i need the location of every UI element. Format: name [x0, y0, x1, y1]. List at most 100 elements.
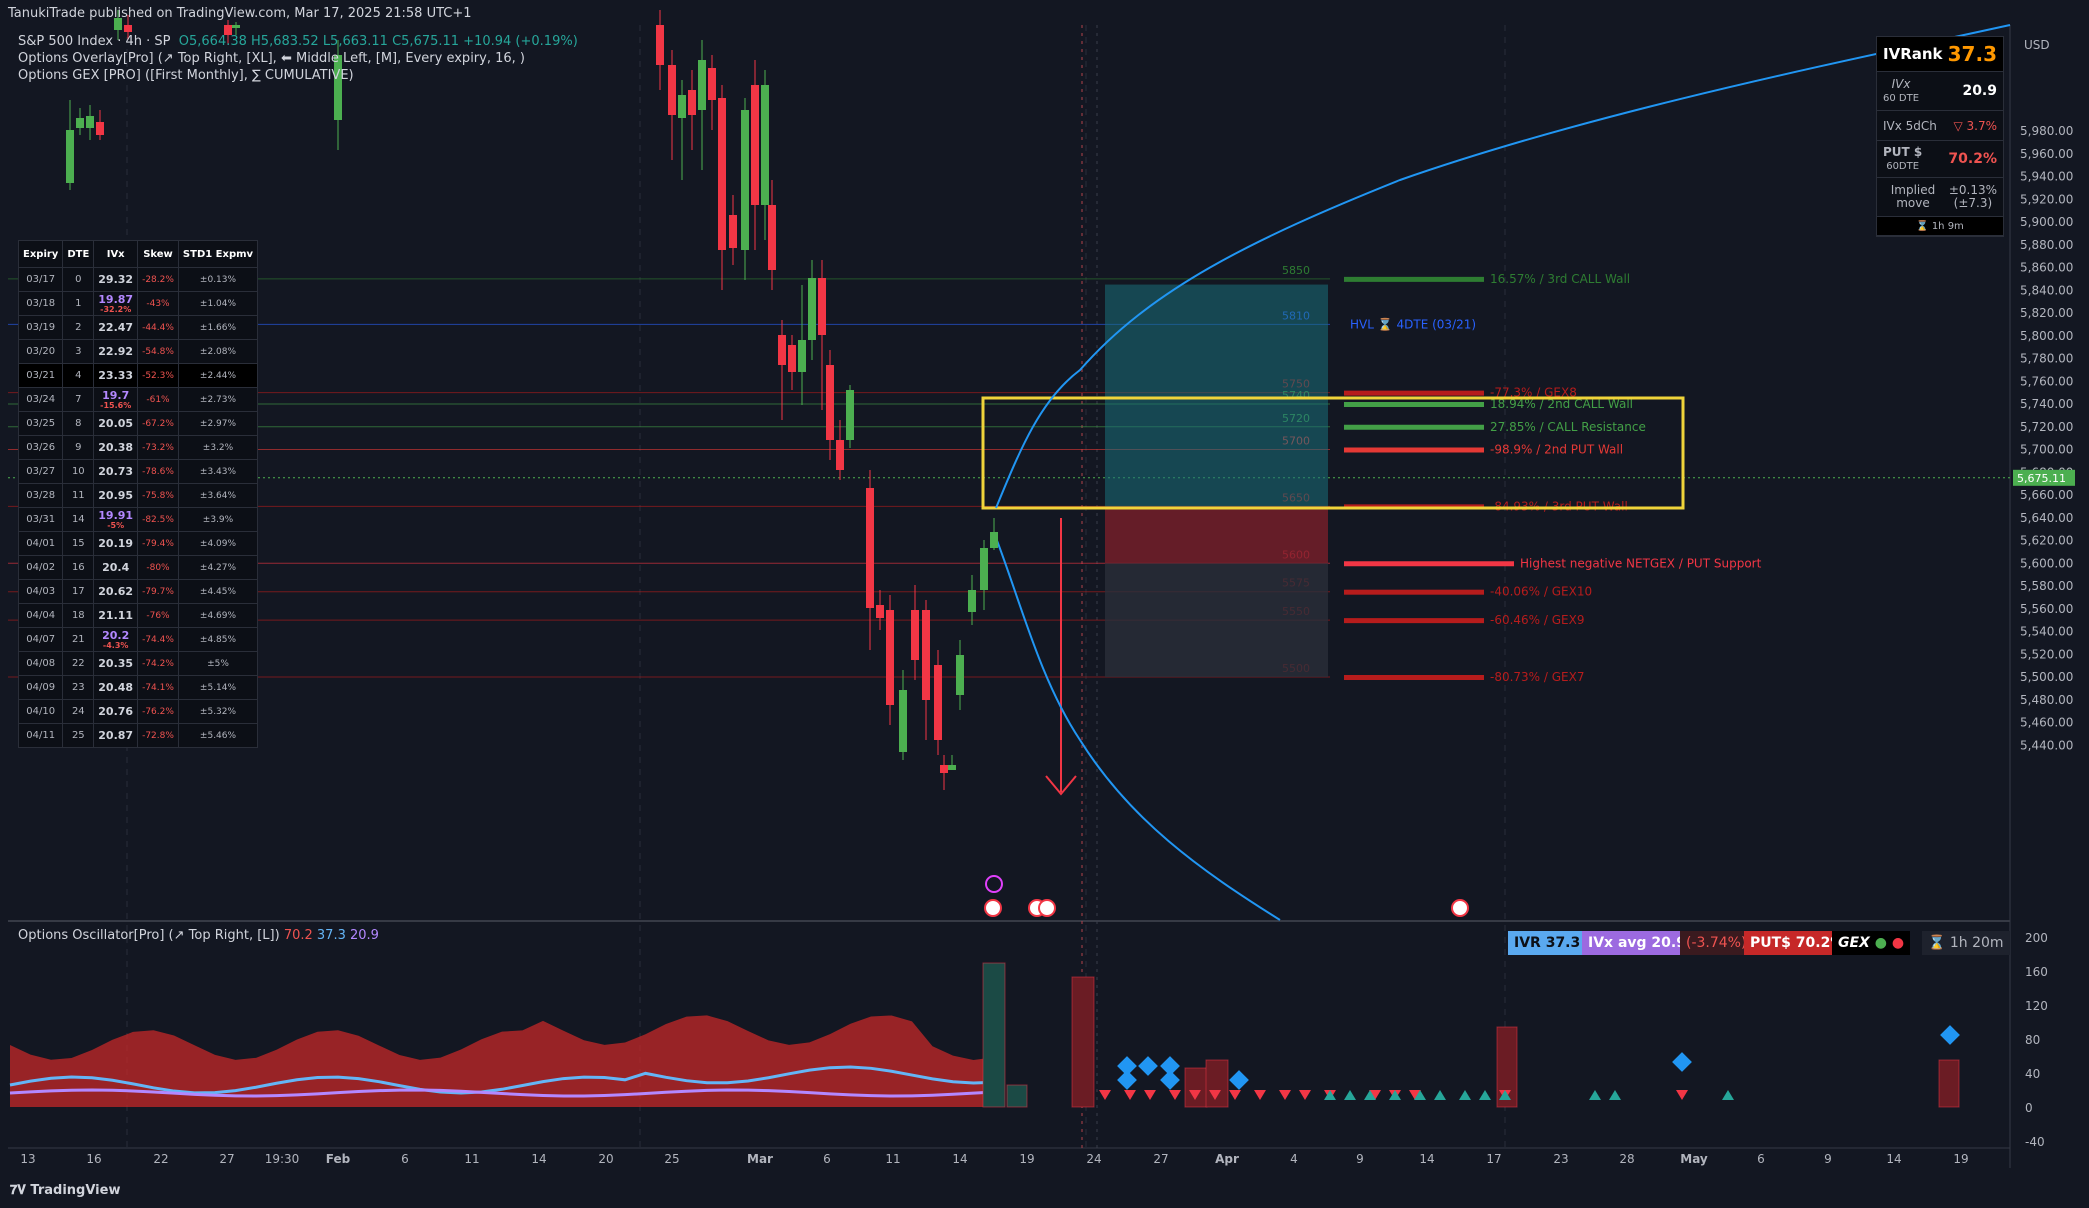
- expiry-cell: 03/20: [17, 339, 64, 364]
- expiry-cell: 04/04: [17, 603, 64, 628]
- std-cell: ±2.08%: [177, 339, 259, 364]
- skew-cell: -78.6%: [137, 459, 179, 484]
- candle-body: [836, 440, 844, 470]
- ivx-cell: 20.4: [93, 555, 139, 580]
- dte-cell: 18: [62, 603, 95, 628]
- table-row: 03/21 4 23.33 -52.3% ±2.44%: [17, 363, 259, 388]
- skew-cell: -61%: [137, 387, 179, 412]
- gex-indicator-legend[interactable]: Options GEX [PRO] ([First Monthly], ∑ CU…: [18, 68, 354, 83]
- osc-axis-label: 0: [2025, 1101, 2033, 1115]
- table-row: 03/18 1 19.87 -32.2% -43% ±1.04%: [17, 291, 259, 316]
- expiry-cell: 04/09: [17, 675, 64, 700]
- price-tick-label: 5,640.00: [2020, 511, 2073, 525]
- candle-body: [990, 532, 998, 548]
- put-signal-triangle-icon: [1409, 1090, 1421, 1100]
- time-tick-label: 13: [20, 1152, 35, 1166]
- ivx-cell: 19.91 -5%: [93, 507, 139, 532]
- candle-body: [788, 345, 796, 372]
- time-tick-label: 28: [1619, 1152, 1634, 1166]
- iv-expiry-table: Expiry DTE IVx Skew STD1 Expmv 03/17 0 29.…: [17, 240, 259, 748]
- earnings-event-icon: [985, 875, 1003, 893]
- gex-diamond-icon: [1117, 1070, 1137, 1090]
- ivx-cell: 22.47: [93, 315, 139, 340]
- candle-body: [114, 18, 122, 30]
- ivx-value: 20.2: [102, 628, 130, 642]
- table-row: 03/17 0 29.32 -28.2% ±0.13%: [17, 267, 259, 292]
- call-signal-triangle-icon: [1434, 1090, 1446, 1100]
- table-row: 03/27 10 20.73 -78.6% ±3.43%: [17, 459, 259, 484]
- time-tick-label: Mar: [747, 1152, 773, 1166]
- std-cell: ±4.09%: [177, 531, 259, 556]
- call-signal-triangle-icon: [1344, 1090, 1356, 1100]
- dte-cell: 1: [62, 291, 95, 316]
- col-dte: DTE: [62, 240, 95, 268]
- skew-cell: -28.2%: [137, 267, 179, 292]
- price-tick-label: 5,720.00: [2020, 420, 2073, 434]
- skew-cell: -76.2%: [137, 699, 179, 724]
- candle-body: [761, 85, 769, 205]
- time-tick-label: 9: [1824, 1152, 1832, 1166]
- put-signal-triangle-icon: [1229, 1090, 1241, 1100]
- std-cell: ±4.45%: [177, 579, 259, 604]
- std-cell: ±2.44%: [177, 363, 259, 388]
- candle-body: [980, 548, 988, 590]
- col-ivx: IVx: [93, 240, 139, 268]
- std-cell: ±2.97%: [177, 411, 259, 436]
- overlay-indicator-legend[interactable]: Options Overlay[Pro] (↗ Top Right, [XL],…: [18, 51, 525, 66]
- gex-level-label: 16.57% / 3rd CALL Wall: [1490, 272, 1630, 286]
- std-cell: ±5%: [177, 651, 259, 676]
- std-cell: ±0.13%: [177, 267, 259, 292]
- price-tick-label: 5,940.00: [2020, 170, 2073, 184]
- time-tick-label: May: [1680, 1152, 1708, 1166]
- implied-label: Implied move: [1890, 183, 1936, 210]
- table-row: 03/26 9 20.38 -73.2% ±3.2%: [17, 435, 259, 460]
- price-tick-label: 5,900.00: [2020, 215, 2073, 229]
- table-row: 04/11 25 20.87 -72.8% ±5.46%: [17, 723, 259, 748]
- osc-bar: [1205, 1059, 1229, 1108]
- lower-expected-move-curve: [995, 537, 1281, 921]
- candle-body: [718, 98, 726, 250]
- table-row: 03/20 3 22.92 -54.8% ±2.08%: [17, 339, 259, 364]
- dte-cell: 4: [62, 363, 95, 388]
- table-row: 03/19 2 22.47 -44.4% ±1.66%: [17, 315, 259, 340]
- ivx-cell: 20.76: [93, 699, 139, 724]
- ivx-cell: 20.62: [93, 579, 139, 604]
- time-tick-label: 4: [1290, 1152, 1298, 1166]
- gex-level-label: -60.46% / GEX9: [1490, 613, 1585, 627]
- osc-axis-label: 120: [2025, 999, 2048, 1013]
- tradingview-brand[interactable]: 𝟕𝐕 TradingView: [10, 1183, 120, 1198]
- put-signal-triangle-icon: [1676, 1090, 1688, 1100]
- time-tick-label: 11: [464, 1152, 479, 1166]
- time-tick-label: 6: [401, 1152, 409, 1166]
- ivx-avg-pill: IVx avg 20.9: [1582, 931, 1692, 955]
- symbol-name: S&P 500 Index · 4h · SP: [18, 34, 171, 49]
- skew-cell: -54.8%: [137, 339, 179, 364]
- table-row: 03/28 11 20.95 -75.8% ±3.64%: [17, 483, 259, 508]
- time-tick-label: Apr: [1215, 1152, 1239, 1166]
- col-std: STD1 Expmv: [177, 240, 259, 268]
- osc-value-1: 70.2: [283, 928, 313, 943]
- call-signal-triangle-icon: [1459, 1090, 1471, 1100]
- candle-body: [778, 335, 786, 365]
- gex-level-label: -80.73% / GEX7: [1490, 670, 1585, 684]
- skew-cell: -74.2%: [137, 651, 179, 676]
- time-tick-label: 14: [531, 1152, 546, 1166]
- dte-cell: 9: [62, 435, 95, 460]
- gex-level-label: 18.94% / 2nd CALL Wall: [1490, 397, 1633, 411]
- oscillator-legend[interactable]: Options Oscillator[Pro] (↗ Top Right, [L…: [18, 928, 379, 943]
- upper-range-box: [1105, 284, 1328, 507]
- dte-cell: 3: [62, 339, 95, 364]
- time-tick-label: 22: [153, 1152, 168, 1166]
- skew-cell: -75.8%: [137, 483, 179, 508]
- ivx-cell: 20.05: [93, 411, 139, 436]
- gex-diamond-icon: [1672, 1052, 1692, 1072]
- ivx-cell: 19.7 -15.6%: [93, 387, 139, 412]
- candle-body: [708, 68, 716, 100]
- osc-axis-label: 40: [2025, 1067, 2040, 1081]
- std-cell: ±2.73%: [177, 387, 259, 412]
- time-tick-label: Feb: [326, 1152, 351, 1166]
- time-tick-label: 14: [952, 1152, 967, 1166]
- symbol-legend[interactable]: S&P 500 Index · 4h · SP O5,664.38 H5,683…: [18, 34, 578, 49]
- call-signal-triangle-icon: [1364, 1090, 1376, 1100]
